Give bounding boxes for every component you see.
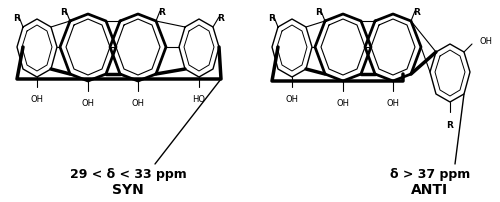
Text: R: R: [316, 8, 322, 17]
Text: R: R: [218, 14, 224, 23]
Text: ANTI: ANTI: [412, 182, 449, 196]
Text: OH: OH: [336, 99, 349, 107]
Text: 29 < δ < 33 ppm: 29 < δ < 33 ppm: [70, 168, 186, 181]
Text: OH: OH: [480, 36, 493, 45]
Text: OH: OH: [82, 99, 94, 107]
Text: R: R: [60, 8, 68, 17]
Text: R: R: [14, 14, 20, 23]
Text: R: R: [268, 14, 276, 23]
Text: SYN: SYN: [112, 182, 144, 196]
Text: OH: OH: [286, 95, 298, 103]
Text: δ > 37 ppm: δ > 37 ppm: [390, 168, 470, 181]
Text: R: R: [414, 8, 420, 17]
Text: R: R: [158, 8, 166, 17]
Text: OH: OH: [30, 95, 44, 103]
Text: HO: HO: [192, 95, 205, 103]
Text: R: R: [446, 120, 454, 129]
Text: OH: OH: [386, 99, 400, 107]
Text: OH: OH: [132, 99, 144, 107]
